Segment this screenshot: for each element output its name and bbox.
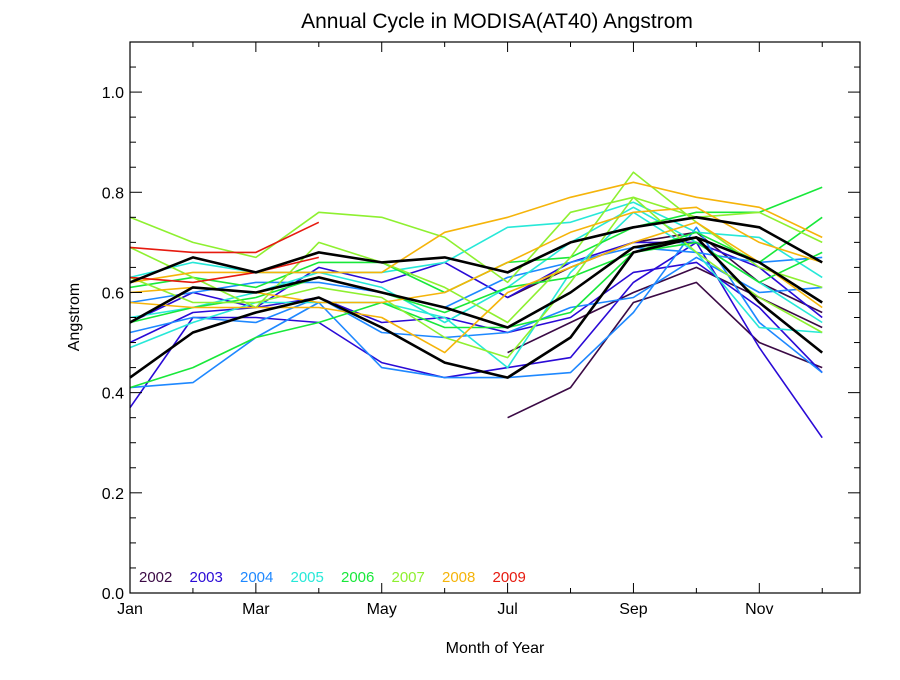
series-line-25 <box>129 236 823 329</box>
series-line-10 <box>129 211 823 369</box>
series-line-14 <box>129 216 823 324</box>
series-line-9 <box>129 246 823 309</box>
legend: 2002 2003 2004 2005 2006 2007 2008 2009 <box>139 569 526 586</box>
legend-item-2002: 2002 <box>139 569 172 586</box>
series-line-19 <box>129 181 823 284</box>
y-tick-label: 0.0 <box>102 586 124 603</box>
x-tick-label: May <box>367 601 397 618</box>
series-layer <box>129 171 824 439</box>
y-tick-label: 0.4 <box>102 386 124 403</box>
series-line-7 <box>129 226 823 389</box>
series-line-16 <box>129 196 823 284</box>
series-line-5 <box>129 261 823 374</box>
x-tick-label: Jul <box>497 601 517 618</box>
series-line-26 <box>129 216 823 284</box>
chart-title: Annual Cycle in MODISA(AT40) Angstrom <box>301 10 693 33</box>
y-axis-label: Angstrom <box>66 283 83 351</box>
x-tick-label: Mar <box>242 601 270 618</box>
y-tick-label: 0.6 <box>102 285 124 302</box>
series-line-24 <box>129 236 824 379</box>
legend-item-2005: 2005 <box>291 569 324 586</box>
legend-item-2006: 2006 <box>341 569 374 586</box>
x-tick-label: Nov <box>745 601 773 618</box>
x-tick-label: Sep <box>619 601 648 618</box>
y-tick-label: 1.0 <box>102 85 124 102</box>
y-tick-label: 0.2 <box>102 486 124 503</box>
series-line-22 <box>129 221 320 254</box>
legend-item-2008: 2008 <box>442 569 475 586</box>
legend-item-2003: 2003 <box>190 569 223 586</box>
series-line-21 <box>129 221 823 354</box>
legend-item-2004: 2004 <box>240 569 273 586</box>
y-tick-label: 0.8 <box>102 185 124 202</box>
series-line-6 <box>129 241 823 324</box>
x-axis: Jan Mar May Jul Sep Nov <box>117 42 823 618</box>
x-tick-label: Jan <box>117 601 143 618</box>
series-line-1 <box>507 281 823 419</box>
y-axis: 0.0 0.2 0.4 0.6 0.8 1.0 <box>102 41 860 603</box>
x-axis-label: Month of Year <box>446 640 545 657</box>
series-line-23 <box>129 256 319 284</box>
legend-item-2007: 2007 <box>392 569 425 586</box>
series-line-8 <box>129 256 823 339</box>
series-line-18 <box>129 196 823 359</box>
legend-item-2009: 2009 <box>493 569 526 586</box>
